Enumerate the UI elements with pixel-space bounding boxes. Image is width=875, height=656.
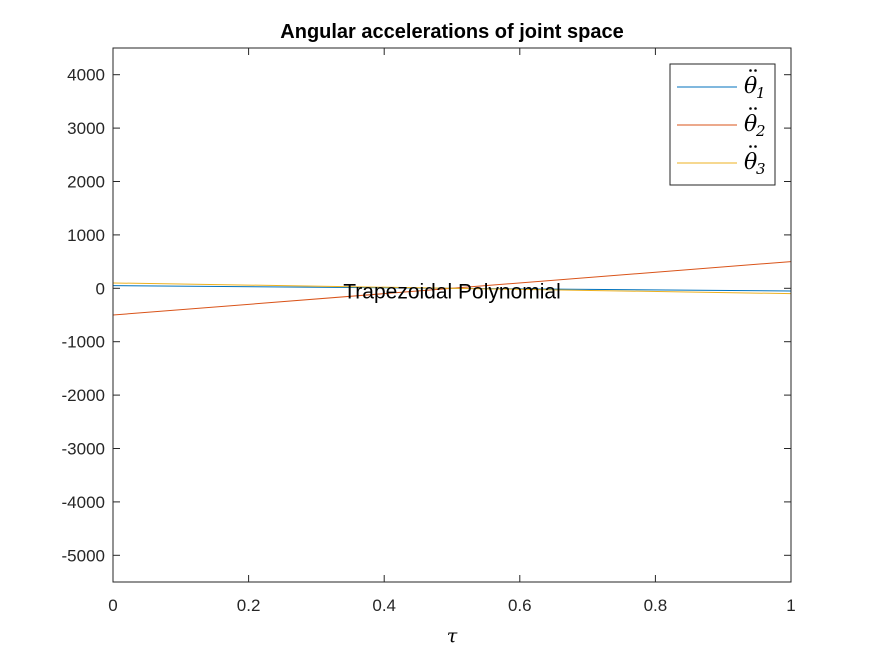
- legend-label-subscript: 3: [756, 160, 766, 178]
- y-tick-label: -2000: [62, 386, 105, 405]
- legend-label: θ: [744, 150, 757, 175]
- ticks-layer: 0 0.2 0.4 0.6 0.8 1 4000 3000 2000 1000 0 -1000 -200…: [62, 48, 796, 615]
- double-dot-right: [754, 107, 757, 110]
- y-tick-label: 1000: [67, 226, 105, 245]
- legend-label-subscript: 1: [756, 84, 766, 102]
- x-tick-label: 0.8: [644, 596, 668, 615]
- axes-box: [112, 47, 792, 583]
- chart-title: Angular accelerations of joint space: [280, 21, 623, 43]
- y-tick-label: -4000: [62, 493, 105, 512]
- x-tick-label: 1: [786, 596, 795, 615]
- double-dot-right: [754, 145, 757, 148]
- legend-entry-1: θ1: [677, 69, 766, 102]
- series-layer: [112, 261, 792, 316]
- x-tick-label: 0: [108, 596, 117, 615]
- double-dot-right: [754, 69, 757, 72]
- series-line-3: [112, 282, 792, 295]
- double-dot-left: [749, 107, 752, 110]
- annotation-text: Trapezoidal Polynomial: [343, 280, 561, 303]
- y-tick-label: 4000: [67, 66, 105, 85]
- legend-label-subscript: 2: [755, 122, 766, 140]
- y-tick-label: -5000: [62, 546, 105, 565]
- double-dot-left: [749, 69, 752, 72]
- x-tick-label: 0.2: [237, 596, 261, 615]
- double-dot-left: [749, 145, 752, 148]
- y-tick-label: -3000: [62, 440, 105, 459]
- legend-label: θ: [744, 74, 757, 99]
- legend-label: θ: [744, 112, 757, 137]
- legend-entry-3: θ3: [677, 145, 766, 178]
- legend-entry-2: θ2: [677, 107, 766, 140]
- y-tick-label: 2000: [67, 173, 105, 192]
- y-tick-label: 0: [96, 279, 105, 298]
- x-axis-label: τ: [447, 625, 458, 647]
- y-tick-label: 3000: [67, 119, 105, 138]
- y-tick-label: -1000: [62, 333, 105, 352]
- x-tick-label: 0.4: [372, 596, 396, 615]
- x-tick-label: 0.6: [508, 596, 532, 615]
